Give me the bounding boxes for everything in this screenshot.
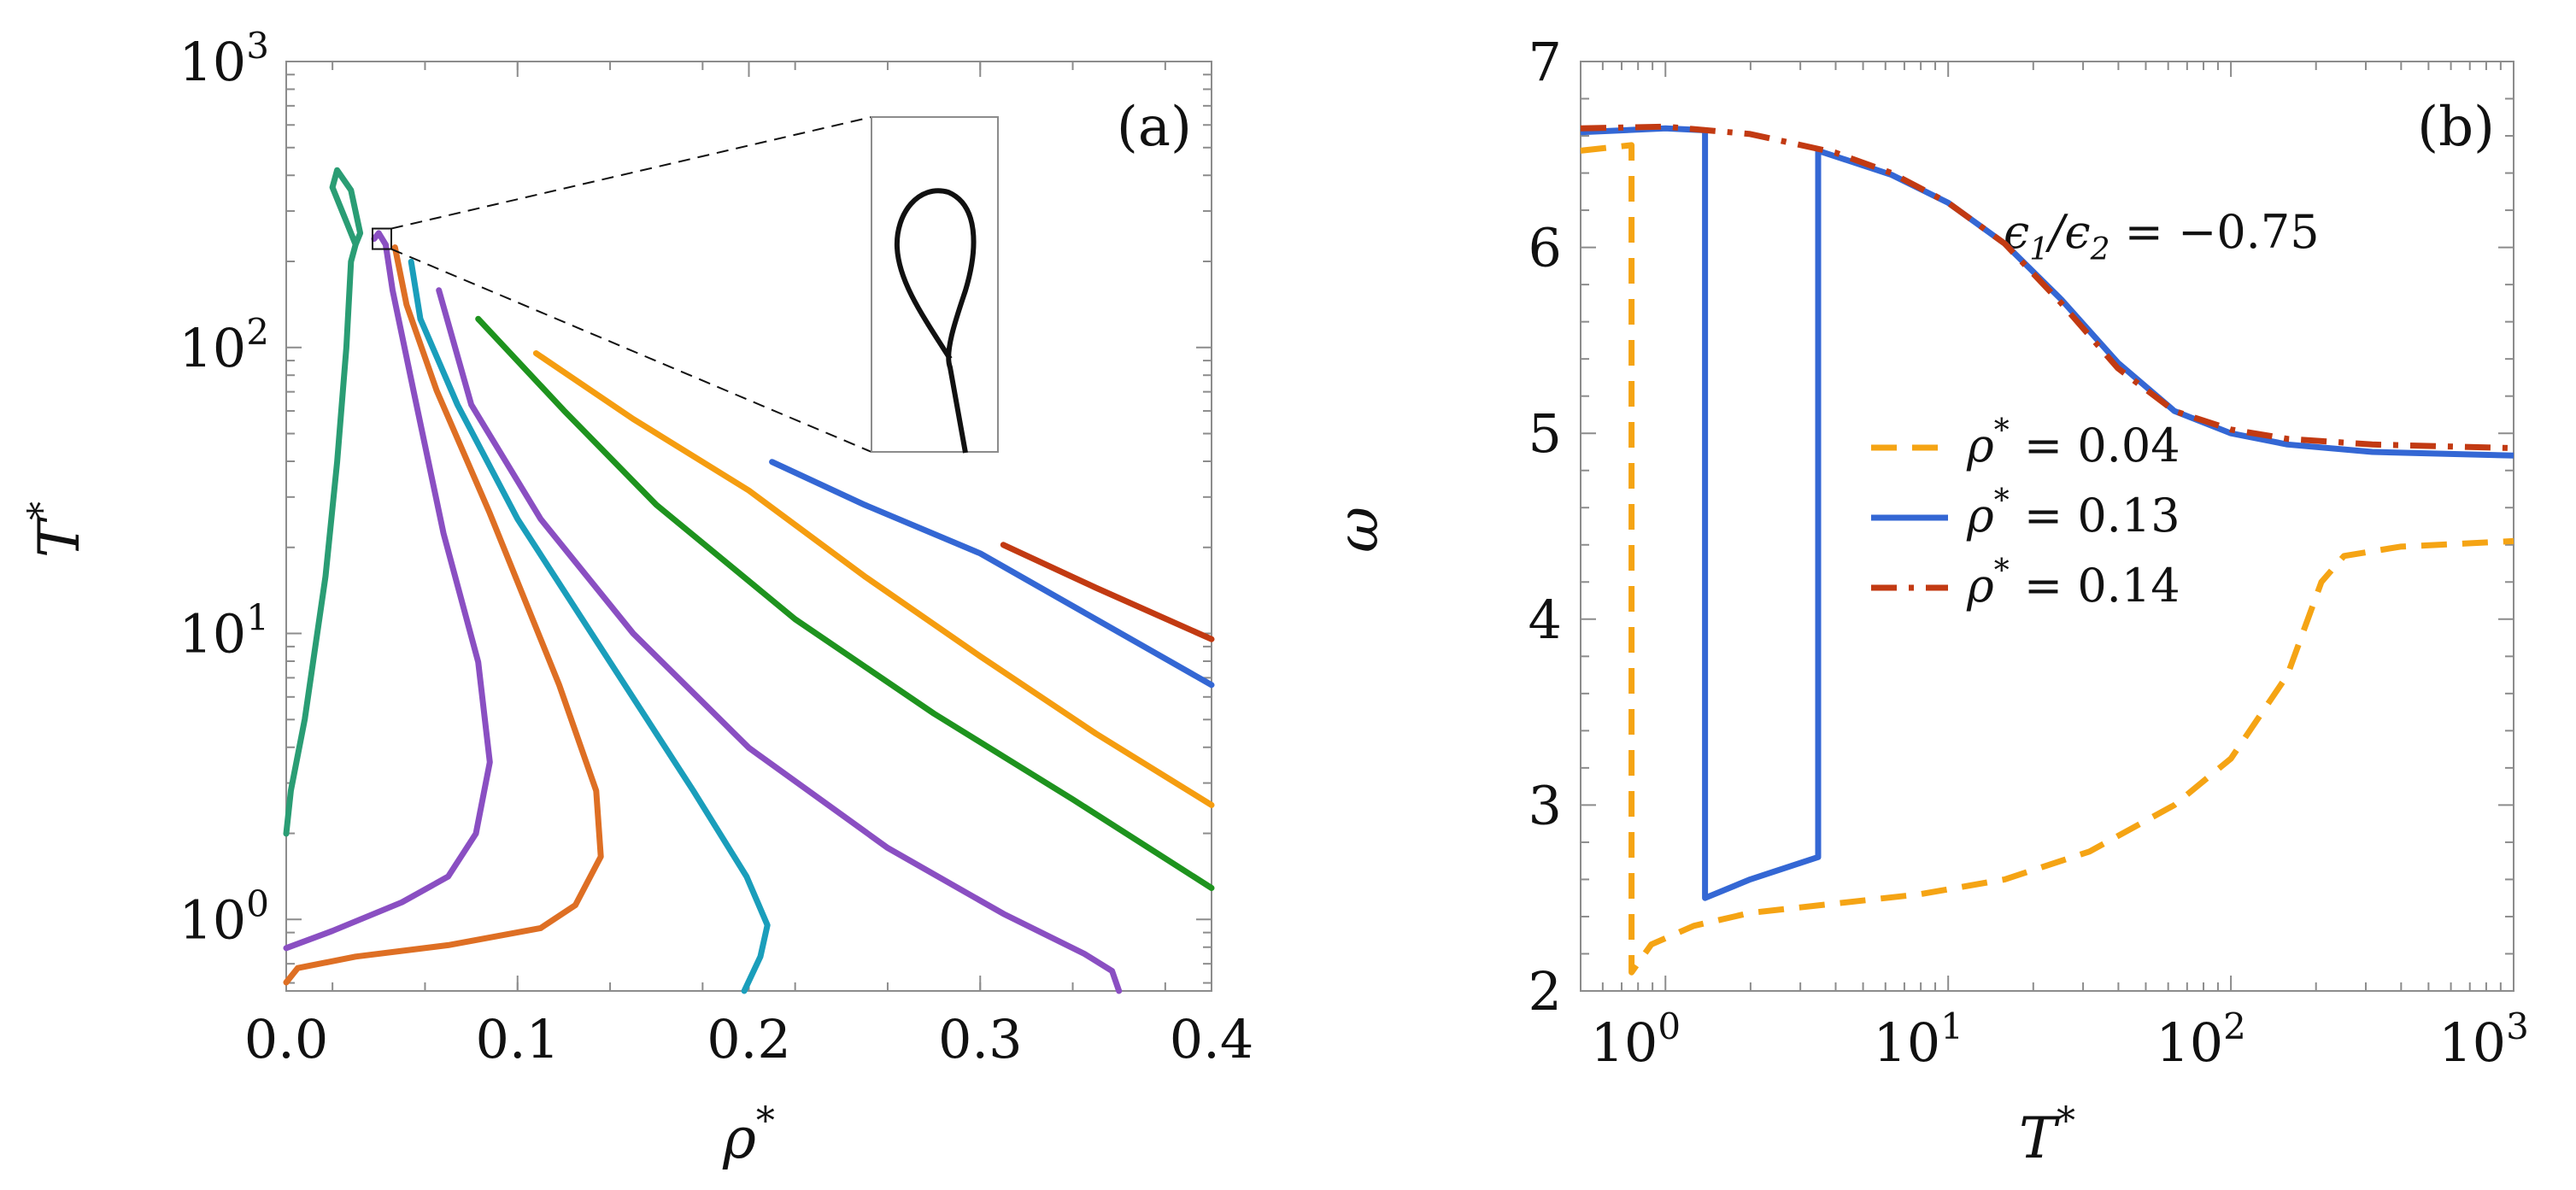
panel-b-frame [1580,61,2514,992]
x-tick-label-a: 0.1 [475,1008,560,1070]
x-tick-label-a: 0.4 [1170,1008,1254,1070]
inset-frame [871,116,999,453]
curve-teal-loop [283,167,364,837]
panel-b-chart: 2 3 4 5 6 7 100 101 102 103 T* ω (b) ϵ1/ϵ2 = −0.75 ρ* … [1325,31,2529,1171]
series-004 [1580,142,2514,976]
curve-blue-panel-a [769,459,1215,689]
y-tick-label-b: 3 [1529,774,1562,836]
curve-orange-dark [283,244,604,986]
y-tick-label-a: 102 [179,311,269,379]
series-013 [1580,125,2514,901]
y-tick-label-b: 4 [1529,589,1562,651]
curve-red-panel-a [1000,542,1215,642]
x-axis-title-b: T* [2019,1099,2075,1171]
x-axis-title-a: ρ* [722,1099,775,1171]
inset-loop-curve [894,188,977,454]
curve-cyan [408,258,771,994]
x-tick-label-b: 100 [1590,1005,1681,1074]
x-tick-label-a: 0.3 [938,1008,1023,1070]
y-tick-label-a: 103 [179,25,269,93]
y-tick-label-b: 5 [1529,402,1562,465]
curve-amber [532,350,1215,808]
series-014 [1580,123,2514,452]
curve-purple-outer [436,287,1123,994]
x-tick-label-a: 0.0 [244,1008,329,1070]
y-tick-label-b: 6 [1529,217,1562,279]
legend-label: ρ* = 0.13 [1966,484,2180,542]
curve-purple-inner [283,230,493,952]
y-tick-label-a: 101 [179,597,269,665]
x-tick-label-b: 102 [2156,1005,2246,1074]
zoom-connector-bottom [390,248,872,453]
panel-a-chart: 0.0 0.1 0.2 0.3 0.4 100 101 102 103 ρ* T* (a) [21,25,1253,1171]
panel-b-tag: (b) [2417,96,2495,159]
zoom-connector-top [390,116,872,230]
y-axis-title-a: T* [21,501,92,558]
y-tick-label-b: 7 [1529,31,1562,93]
x-tick-label-b: 101 [1873,1005,1963,1074]
x-tick-label-a: 0.2 [707,1008,791,1070]
zoom-box [372,227,393,250]
panel-a-frame [285,61,1212,992]
epsilon-ratio-annotation: ϵ1/ϵ2 = −0.75 [2004,205,2320,267]
y-tick-label-a: 100 [179,882,269,951]
legend-label: ρ* = 0.14 [1966,554,2180,613]
panel-a-tag: (a) [1117,96,1192,159]
legend-label: ρ* = 0.04 [1966,413,2180,472]
y-tick-label-b: 2 [1529,960,1562,1023]
x-tick-label-b: 103 [2438,1005,2529,1074]
curve-green [475,315,1215,891]
y-axis-title-b: ω [1325,507,1391,553]
